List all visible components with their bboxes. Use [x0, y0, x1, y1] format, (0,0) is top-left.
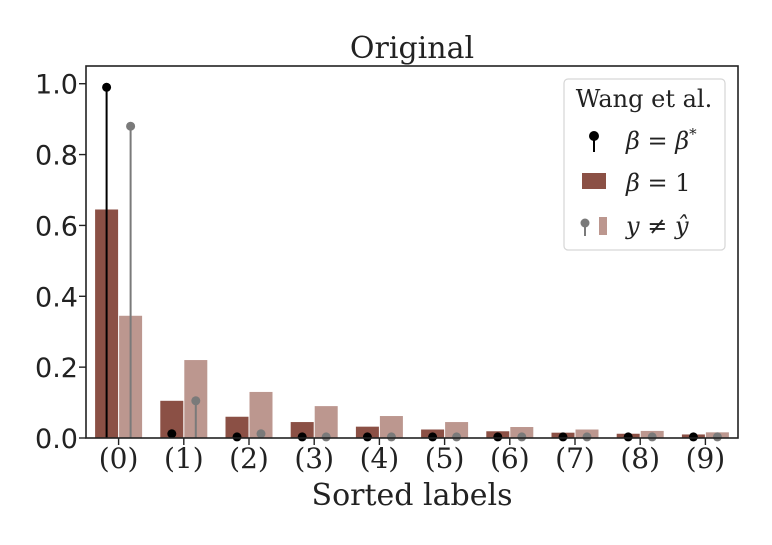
stem-marker-beta-star-4 [362, 432, 372, 442]
legend-stem-beta-star-marker [589, 131, 599, 141]
x-tick-label-7: (7) [555, 442, 595, 475]
x-tick-label-4: (4) [360, 442, 400, 475]
chart-title: Original [350, 31, 474, 66]
legend-label-2-part-1: ≠ [640, 212, 675, 240]
legend-box [563, 78, 726, 251]
bar-y-neq-yhat-5 [445, 422, 469, 438]
legend-label-2: y ≠ ŷ [625, 212, 689, 240]
stem-marker-y-neq-yhat-9 [712, 432, 722, 442]
legend-label-2-part-2: ŷ [674, 212, 689, 240]
bar-beta-1-4 [355, 426, 379, 438]
stem-marker-y-neq-yhat-1 [191, 396, 201, 406]
x-tick-label-0: (0) [99, 442, 139, 475]
y-tick-label-0: 0.0 [35, 424, 78, 455]
y-tick-label-5: 1.0 [35, 70, 78, 101]
stem-marker-beta-star-2 [232, 432, 242, 442]
bar-beta-1-3 [290, 422, 314, 438]
y-tick-label-1: 0.2 [35, 353, 78, 384]
stem-marker-y-neq-yhat-2 [256, 429, 266, 439]
stem-marker-beta-star-6 [493, 432, 503, 442]
x-tick-label-9: (9) [686, 442, 726, 475]
plot-frame [85, 65, 739, 439]
stem-marker-y-neq-yhat-5 [452, 432, 462, 442]
y-tick-label-3: 0.6 [35, 211, 78, 242]
legend-title: Wang et al. [576, 85, 712, 113]
bar-beta-1-2 [225, 416, 249, 438]
stem-marker-y-neq-yhat-6 [517, 432, 527, 442]
y-tick-label-2: 0.4 [35, 282, 78, 313]
stem-marker-y-neq-yhat-4 [386, 432, 396, 442]
x-tick-label-5: (5) [425, 442, 465, 475]
stem-marker-beta-star-3 [297, 432, 307, 442]
legend-label-1-part-1: = 1 [640, 169, 691, 197]
x-tick-label-1: (1) [164, 442, 204, 475]
legend-label-2-part-0: y [625, 212, 640, 240]
legend-label-0-part-2: β [674, 127, 689, 155]
legend-label-0-part-3: * [689, 125, 697, 143]
stem-marker-y-neq-yhat-3 [321, 432, 331, 442]
stem-marker-y-neq-yhat-0 [126, 121, 136, 131]
x-tick-label-2: (2) [229, 442, 269, 475]
stem-marker-beta-star-5 [428, 432, 438, 442]
x-tick-label-3: (3) [294, 442, 334, 475]
legend-bar-y-neq-yhat [599, 217, 607, 235]
legend-bar-beta-1 [582, 173, 606, 189]
legend-label-0-part-0: β [625, 127, 640, 155]
x-tick-label-6: (6) [490, 442, 530, 475]
legend: Wang et al. β = β*β = 1y ≠ ŷ [563, 78, 726, 251]
y-tick-label-4: 0.8 [35, 141, 78, 172]
stem-marker-beta-star-1 [167, 429, 177, 439]
stem-marker-y-neq-yhat-8 [647, 432, 657, 442]
x-axis-label: Sorted labels [312, 478, 513, 513]
bar-y-neq-yhat-4 [379, 416, 403, 438]
plot-area [95, 82, 729, 442]
stem-marker-beta-star-8 [623, 432, 633, 442]
x-tick-label-8: (8) [620, 442, 660, 475]
bar-y-neq-yhat-2 [249, 391, 273, 438]
legend-label-0-part-1: = [640, 127, 675, 155]
legend-label-0: β = β* [625, 125, 697, 155]
stem-marker-beta-star-9 [688, 432, 698, 442]
y-axis: 0.0 0.2 0.4 0.6 0.8 1.0 [35, 70, 86, 455]
legend-label-1-part-0: β [625, 169, 640, 197]
stem-marker-beta-star-7 [558, 432, 568, 442]
legend-label-1: β = 1 [625, 169, 691, 197]
stem-marker-beta-star-0 [102, 82, 112, 92]
bar-y-neq-yhat-3 [314, 406, 338, 438]
x-axis: (0) (1) (2) (3) (4) (5) (6) (7) (8) (9) [99, 438, 725, 475]
stem-marker-y-neq-yhat-7 [582, 432, 592, 442]
legend-stem-y-neq-yhat-marker [580, 218, 590, 228]
bar-beta-1-1 [160, 400, 184, 438]
